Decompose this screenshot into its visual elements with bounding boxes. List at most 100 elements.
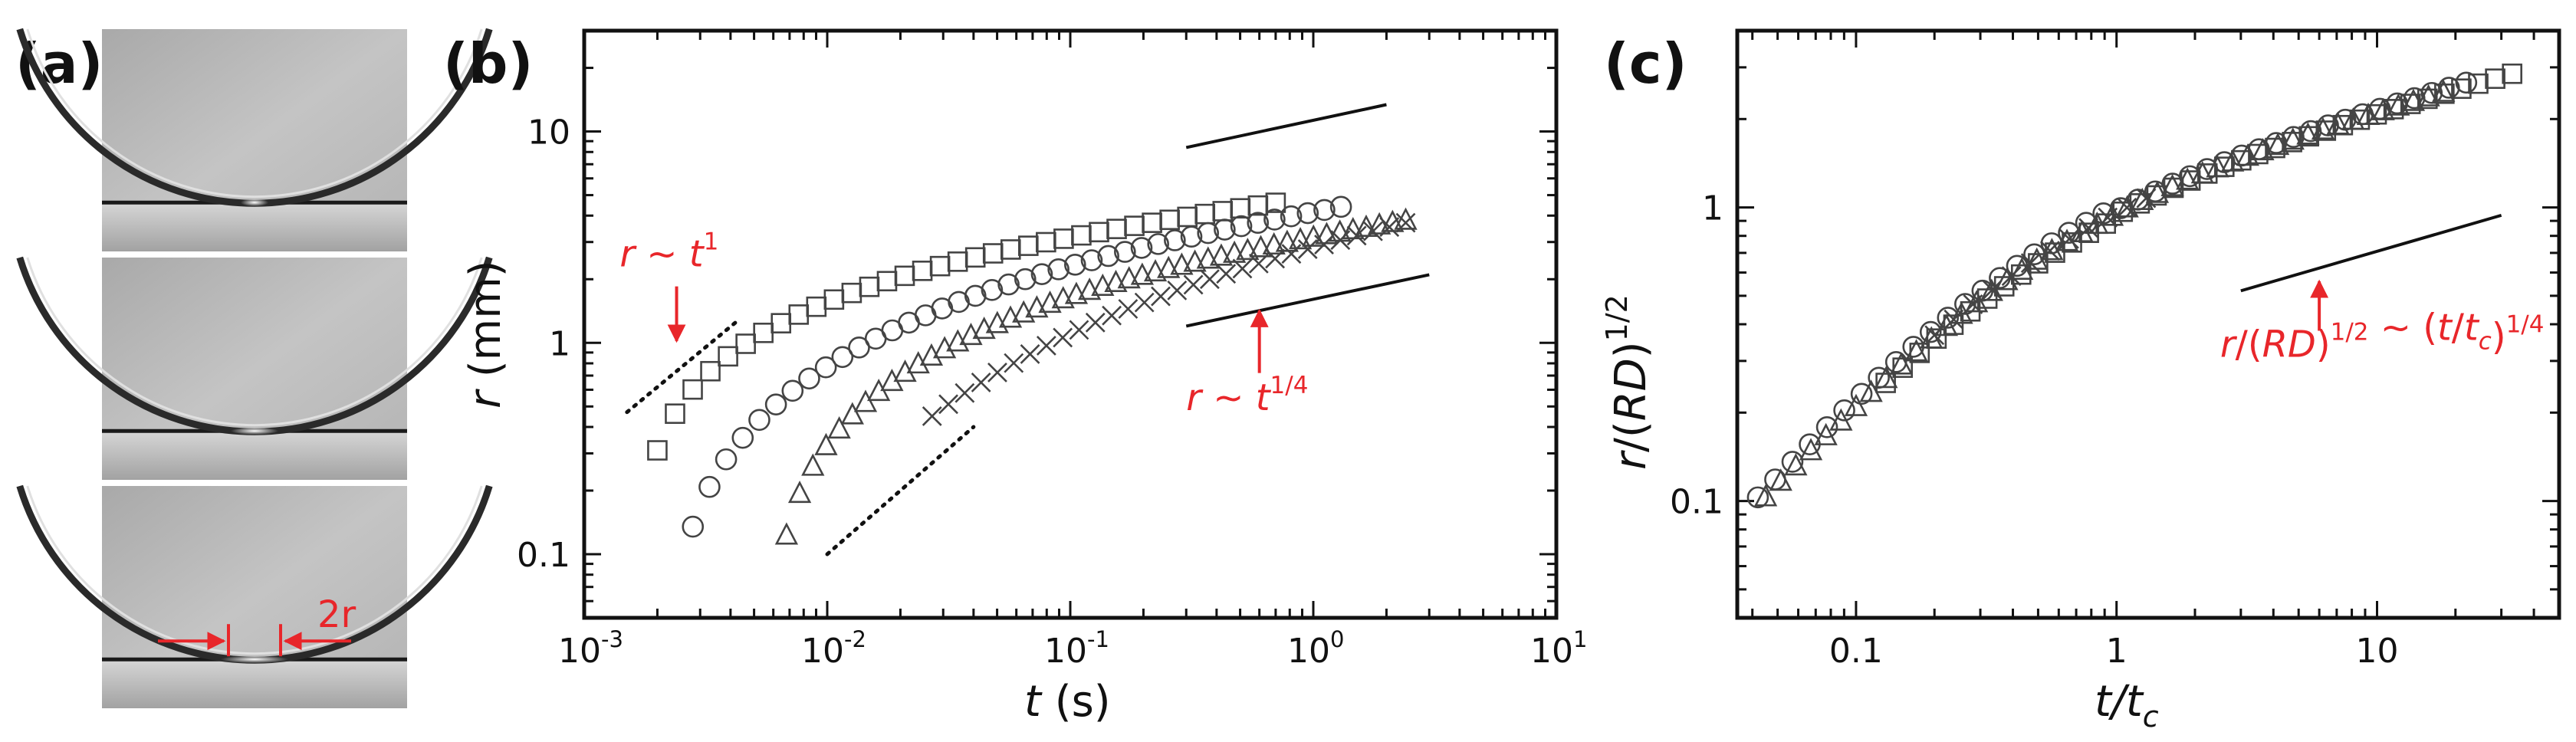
marker-c-squares [2485,68,2505,89]
marker-b-triangles [1104,269,1128,293]
marker-b-circles [698,475,721,498]
marker-b-circles [1230,215,1253,238]
marker-c-triangles [1859,379,1883,402]
marker-b-circles [814,356,837,379]
marker-b-circles [981,279,1004,301]
marker-c-circles [2455,71,2478,94]
guide-line-slope-quarter [2240,213,2502,293]
marker-b-circles [848,337,870,359]
marker-b-squares [682,379,703,400]
annotation-collapse-law-part: ) [2492,315,2506,358]
marker-b-squares [700,360,721,382]
series-b-crosses [922,212,1416,426]
marker-b-squares [859,276,880,297]
marker-c-crosses [2001,266,2022,287]
marker-b-squares [1124,215,1145,236]
series-b-circles [682,195,1352,538]
annotation-r-t14-part: r [1186,376,1204,419]
marker-b-triangles [1196,246,1220,269]
y-axis-sup: 1/2 [1600,294,1634,341]
marker-b-squares [647,440,668,461]
marker-c-triangles [1950,301,1973,324]
marker-c-circles [1815,415,1838,438]
marker-c-triangles [2266,132,2290,156]
marker-b-crosses [1346,225,1367,246]
marker-b-crosses [1004,353,1024,373]
marker-b-squares [1036,231,1056,253]
annotation-r-t1-part: t [689,233,705,276]
marker-c-triangles [1875,366,1898,389]
marker-c-triangles [2160,173,2184,196]
marker-b-crosses [987,363,1007,382]
marker-b-triangles [1130,262,1155,285]
marker-c-triangles [1784,453,1808,476]
y-tick-label-b: 0.1 [517,536,570,575]
marker-b-triangles [932,336,957,359]
marker-b-triangles [1209,243,1234,266]
marker-b-triangles [1262,231,1286,255]
marker-c-crosses [2098,207,2118,228]
x-tick-label-b: 10-1 [1044,626,1109,671]
marker-b-circles [1114,241,1136,263]
drop-frame-2-drop-highlight [26,257,483,427]
marker-c-triangles [1889,352,1914,375]
y-tick-label-b: 1 [549,324,570,363]
marker-c-triangles [2281,127,2305,150]
marker-b-triangles [1236,238,1260,261]
marker-b-circles [1047,258,1070,281]
marker-b-crosses [938,394,958,415]
marker-c-circles [1954,293,1976,315]
drop-frame-1-pool [102,202,407,251]
drop-frame-1-contact-spot [240,199,269,207]
marker-b-circles [682,515,705,538]
marker-b-squares [841,282,863,304]
marker-b-squares [823,289,845,310]
x-tick-label-b: 10-3 [558,626,623,671]
marker-c-circles [1746,486,1769,509]
marker-c-triangles [2311,117,2335,140]
marker-c-triangles [2326,112,2350,135]
marker-b-squares [718,346,738,367]
marker-c-crosses [2117,197,2137,218]
x-tick-exponent: 0 [1330,626,1344,652]
annotation-collapse-law-part: 1/2 [2331,318,2369,346]
annotation-collapse-law-part: /( [2236,323,2262,366]
marker-c-triangles [2387,93,2410,116]
marker-c-circles [1833,399,1855,422]
x-axis-var: t/t [2095,677,2144,727]
marker-b-circles [1147,233,1169,255]
marker-b-squares [1053,228,1074,249]
x-axis-sub: c [2143,700,2159,734]
marker-c-triangles [2115,195,2139,218]
drop-frame-2-pool [102,431,407,480]
marker-b-triangles [814,432,838,455]
marker-b-squares [1071,225,1092,246]
annotation-collapse-law: r/(RD)1/2 ~ (t/tc)1/4 [2220,306,2545,366]
x-axis-label-b: t (s) [1024,677,1111,727]
marker-c-triangles [1799,438,1823,461]
marker-c-crosses [2078,218,2099,238]
x-tick-base: 10 [558,632,601,671]
annotation-collapse-law-part: ) [2316,323,2331,366]
x-tick-label-b: 100 [1287,626,1344,671]
marker-b-squares [1194,203,1216,225]
marker-b-triangles [1249,235,1273,258]
y-axis-unit: (mm) [461,260,511,391]
marker-b-crosses [1248,253,1269,274]
annotation-collapse-law-part: c [2479,327,2492,355]
annotation-r-t1-part: ~ [635,233,689,276]
x-tick-base: 10 [1530,632,1573,671]
marker-c-triangles [2401,88,2426,111]
marker-c-triangles [1934,314,1959,337]
marker-b-triangles [801,453,825,476]
marker-b-circles [1097,245,1119,268]
marker-b-triangles [1143,258,1168,282]
marker-c-triangles [1814,422,1838,445]
marker-c-crosses [1963,294,1983,314]
marker-c-triangles [2371,97,2395,120]
panel-a-photos: 2r [16,28,493,708]
drop-frame-3-pool [102,659,407,708]
guide-line-slope-quarter-bottom [1185,273,1430,328]
marker-b-circles [715,448,738,471]
